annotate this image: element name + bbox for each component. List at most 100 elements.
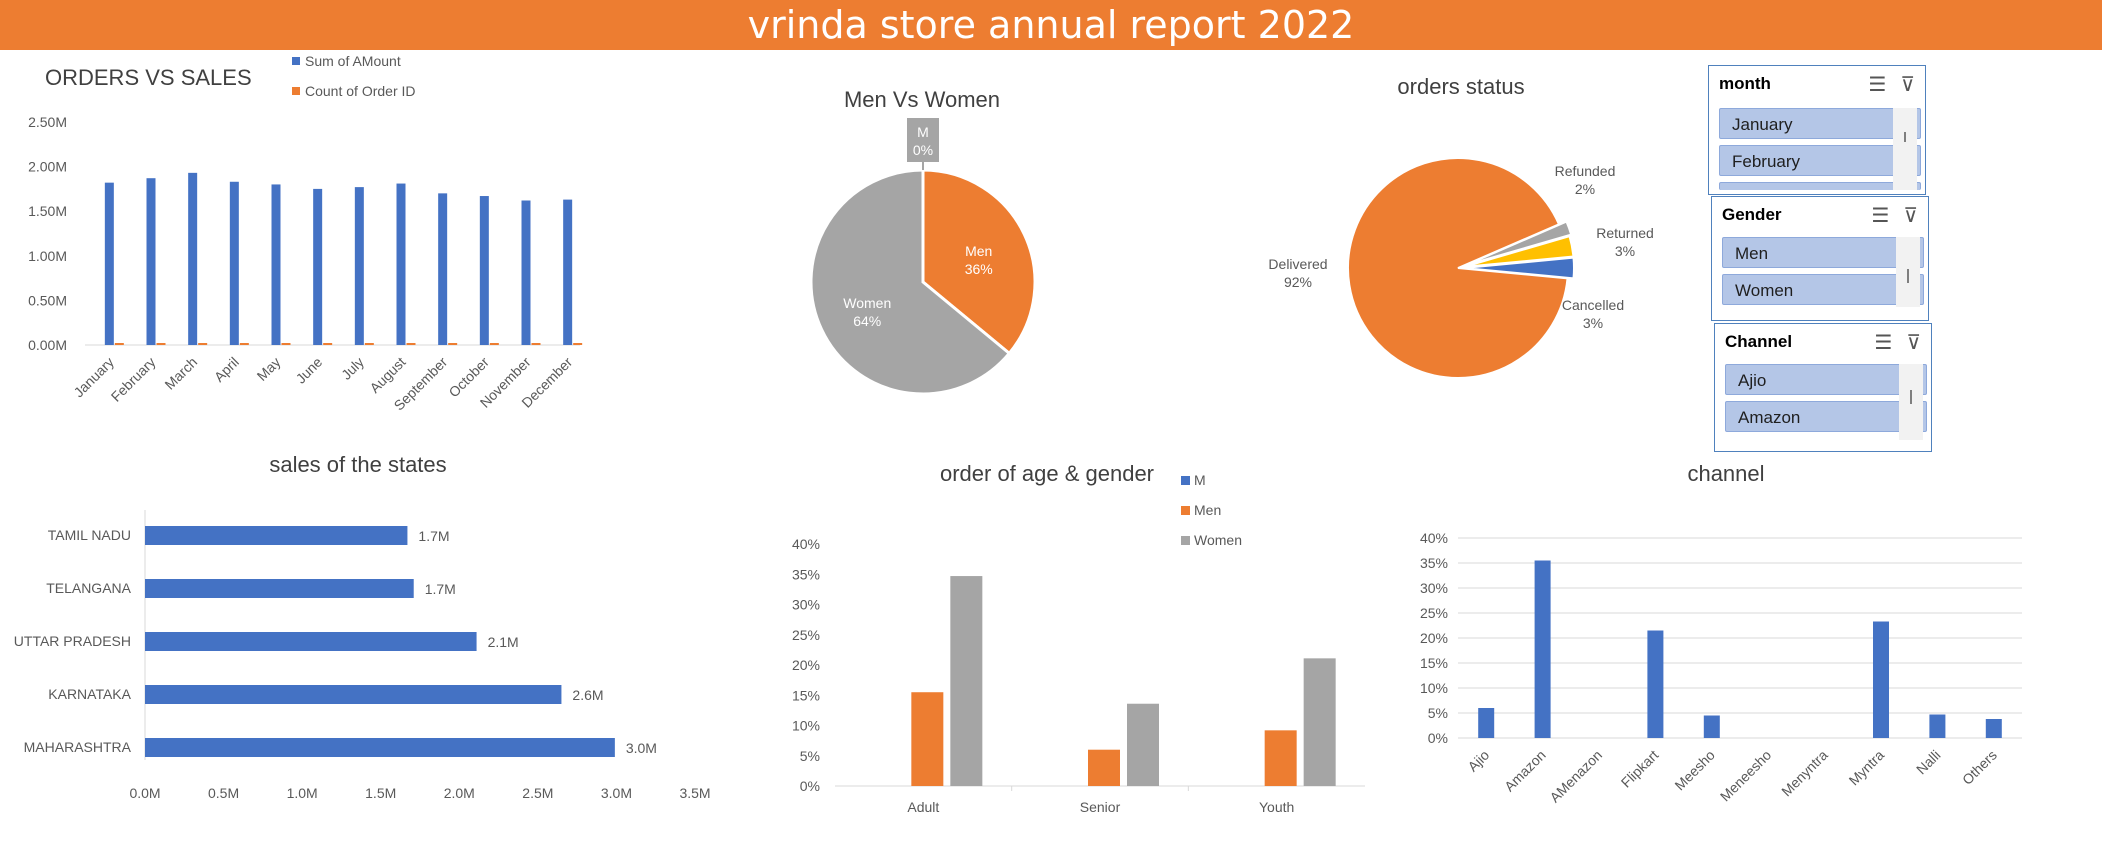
channel-slicer-scrollbar[interactable]: [1899, 364, 1923, 440]
sales-bar: [354, 187, 364, 345]
state-bar: [145, 738, 615, 757]
gender-slicer-title: Gender: [1722, 205, 1782, 224]
month-slicer[interactable]: month ☰ ⊽ January February: [1708, 65, 1926, 195]
x-tick-label: Ajio: [1464, 747, 1492, 775]
x-tick-label: Adult: [907, 799, 939, 815]
legend-label: Count of Order ID: [305, 83, 416, 99]
slice-value: 2%: [1575, 181, 1595, 197]
orders-bar: [531, 343, 541, 345]
clear-filter-icon[interactable]: ⊽: [1906, 332, 1921, 354]
gender-slicer[interactable]: Gender ☰ ⊽ Men Women: [1711, 196, 1929, 321]
legend-swatch: [292, 87, 300, 95]
orders-bar: [364, 343, 374, 345]
x-tick-label: 2.0M: [444, 785, 475, 801]
gender-slicer-scrollbar[interactable]: [1896, 237, 1920, 307]
orders-bar: [281, 343, 291, 345]
slice-value: 92%: [1284, 274, 1312, 290]
x-tick-label: 1.5M: [365, 785, 396, 801]
channel-bar: [1647, 630, 1664, 738]
y-tick-label: 0%: [1428, 730, 1448, 746]
y-tick-label: 5%: [1428, 705, 1448, 721]
state-bar: [145, 526, 408, 545]
data-label: 2.6M: [572, 687, 603, 703]
legend-label: Men: [1194, 502, 1221, 518]
x-tick-label: Others: [1959, 747, 2000, 788]
pie-slice-delivered: [1347, 157, 1569, 379]
category-label: KARNATAKA: [48, 686, 131, 702]
y-tick-label: 15%: [1420, 655, 1448, 671]
y-tick-label: 1.00M: [28, 248, 67, 264]
orders-bar: [323, 343, 333, 345]
x-tick-label: 0.0M: [129, 785, 160, 801]
pie-slice-returned: [1463, 234, 1575, 268]
clear-filter-icon[interactable]: ⊽: [1903, 205, 1918, 227]
legend-swatch: [1181, 536, 1190, 545]
y-tick-label: 25%: [1420, 605, 1448, 621]
channel-slicer[interactable]: Channel ☰ ⊽ Ajio Amazon: [1714, 323, 1932, 452]
sales-bar: [146, 178, 156, 345]
sales-bar: [479, 196, 489, 345]
slicer-item-january[interactable]: January: [1719, 108, 1921, 139]
slice-label: Delivered: [1268, 256, 1327, 272]
legend-label: M: [1194, 472, 1206, 488]
slicer-item-men[interactable]: Men: [1722, 237, 1924, 268]
slicer-item-february[interactable]: February: [1719, 145, 1921, 176]
y-tick-label: 5%: [800, 748, 820, 764]
age-gender-bar: [950, 576, 983, 786]
x-tick-label: AMenazon: [1546, 747, 1605, 806]
orders-bar: [156, 343, 166, 345]
x-tick-label: Nalli: [1913, 747, 1944, 778]
multi-select-icon[interactable]: ☰: [1874, 332, 1893, 354]
slicer-item-amazon[interactable]: Amazon: [1725, 401, 1927, 432]
legend-swatch: [1181, 506, 1190, 515]
x-tick-label: 1.0M: [287, 785, 318, 801]
orders-bar: [406, 343, 416, 345]
pie-slice-cancelled: [1463, 256, 1575, 280]
y-tick-label: 30%: [1420, 580, 1448, 596]
clear-filter-icon[interactable]: ⊽: [1900, 74, 1915, 96]
channel-bar: [1703, 715, 1720, 738]
slicer-item-ajio[interactable]: Ajio: [1725, 364, 1927, 395]
y-tick-label: 0.00M: [28, 337, 67, 353]
x-tick-label: Menyntra: [1778, 747, 1831, 800]
data-label: 2.1M: [488, 634, 519, 650]
sales-bar: [188, 172, 198, 345]
slicer-item-partial[interactable]: [1719, 182, 1921, 190]
slice-label: Women: [843, 295, 891, 311]
age-gender-bar: [1303, 658, 1336, 786]
month-slicer-scrollbar[interactable]: [1893, 108, 1917, 190]
legend-label: Women: [1194, 532, 1242, 548]
channel-bar: [1873, 621, 1889, 738]
age-gender-bar: [1088, 749, 1120, 786]
y-tick-label: 1.50M: [28, 203, 67, 219]
slice-label: Men: [965, 243, 992, 259]
channel-bar: [1534, 560, 1551, 738]
chart-title: order of age & gender: [940, 461, 1154, 486]
x-tick-label: February: [108, 354, 159, 405]
x-tick-label: 3.0M: [601, 785, 632, 801]
legend-swatch: [1181, 476, 1190, 485]
data-label: 1.7M: [418, 528, 449, 544]
age-gender-bar: [911, 692, 944, 786]
x-tick-label: 2.5M: [522, 785, 553, 801]
y-tick-label: 10%: [1420, 680, 1448, 696]
y-tick-label: 35%: [1420, 555, 1448, 571]
channel-bar: [1985, 719, 2002, 738]
x-tick-label: July: [338, 354, 367, 383]
slicer-item-women[interactable]: Women: [1722, 274, 1924, 305]
chart-title: Men Vs Women: [844, 87, 1000, 112]
sales-bar: [438, 193, 448, 345]
y-tick-label: 40%: [1420, 530, 1448, 546]
slice-label: Refunded: [1555, 163, 1616, 179]
x-tick-label: March: [161, 354, 200, 393]
legend-swatch: [292, 57, 300, 65]
y-tick-label: 10%: [792, 718, 820, 734]
orders-bar: [198, 343, 208, 345]
data-label: 1.7M: [425, 581, 456, 597]
multi-select-icon[interactable]: ☰: [1871, 205, 1890, 227]
multi-select-icon[interactable]: ☰: [1868, 74, 1887, 96]
orders-bar: [114, 343, 124, 345]
orders-bar: [448, 343, 458, 345]
x-tick-label: June: [293, 354, 326, 387]
